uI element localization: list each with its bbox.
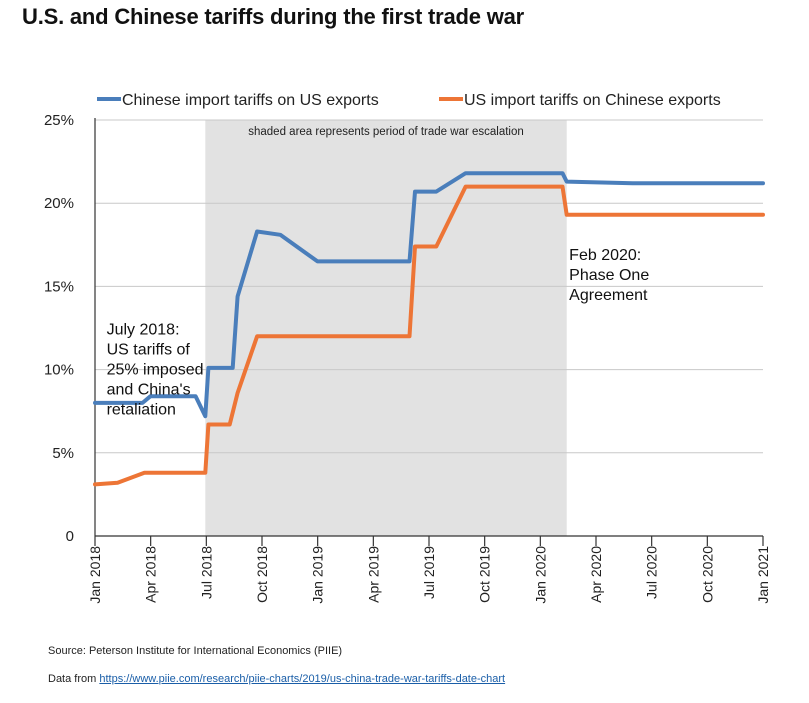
y-axis-tick-labels: 0 5% 10% 15% 20% 25% bbox=[44, 112, 74, 545]
x-tick-label: Jan 2019 bbox=[310, 546, 326, 604]
data-from-prefix: Data from bbox=[48, 673, 100, 685]
annotation-feb2020-line: Feb 2020: bbox=[569, 247, 641, 264]
x-axis-tick-labels: Jan 2018 Apr 2018 Jul 2018 Oct 2018 Jan 2019… bbox=[87, 546, 771, 604]
data-from-note: Data from https://www.piie.com/research/… bbox=[48, 673, 505, 685]
y-tick-label: 5% bbox=[52, 445, 74, 462]
annotations: July 2018: US tariffs of 25% imposed and Ch… bbox=[107, 247, 650, 419]
x-tick-label: Apr 2020 bbox=[588, 546, 604, 603]
y-tick-label: 0 bbox=[66, 528, 74, 545]
annotation-july2018-line: 25% imposed bbox=[107, 362, 204, 379]
x-tick-label: Jan 2020 bbox=[532, 546, 548, 604]
x-tick-label: Jul 2020 bbox=[644, 546, 660, 599]
x-tick-label: Oct 2020 bbox=[699, 546, 715, 603]
y-tick-label: 15% bbox=[44, 278, 74, 295]
x-tick-label: Apr 2019 bbox=[365, 546, 381, 603]
y-tick-label: 10% bbox=[44, 362, 74, 379]
shaded-escalation-area bbox=[205, 120, 567, 536]
annotation-july2018-line: July 2018: bbox=[107, 322, 180, 339]
annotation-feb2020-line: Agreement bbox=[569, 287, 648, 304]
legend-label: Chinese import tariffs on US exports bbox=[122, 92, 379, 109]
x-tick-label: Jul 2019 bbox=[421, 546, 437, 599]
annotation-feb2020-line: Phase One bbox=[569, 267, 649, 284]
x-tick-label: Jan 2018 bbox=[87, 546, 103, 604]
shaded-area-label: shaded area represents period of trade w… bbox=[248, 126, 524, 138]
x-tick-label: Jan 2021 bbox=[755, 546, 771, 604]
data-source-link[interactable]: https://www.piie.com/research/piie-chart… bbox=[99, 673, 506, 685]
china-tariff-line bbox=[93, 171, 765, 419]
x-tick-label: Oct 2019 bbox=[477, 546, 493, 603]
legend: Chinese import tariffs on US exports US i… bbox=[97, 92, 721, 109]
annotation-july2018-line: US tariffs of bbox=[107, 342, 191, 359]
annotation-july2018-line: retaliation bbox=[107, 402, 176, 419]
x-tick-label: Apr 2018 bbox=[143, 546, 159, 603]
us-tariff-line bbox=[93, 184, 765, 487]
source-note: Source: Peterson Institute for Internati… bbox=[48, 645, 343, 657]
tariff-line-chart: shaded area represents period of trade w… bbox=[44, 92, 771, 604]
y-tick-label: 25% bbox=[44, 112, 74, 129]
x-tick-label: Oct 2018 bbox=[254, 546, 270, 603]
series-lines bbox=[93, 171, 765, 487]
y-tick-label: 20% bbox=[44, 195, 74, 212]
legend-label: US import tariffs on Chinese exports bbox=[464, 92, 721, 109]
annotation-july2018-line: and China's bbox=[107, 382, 191, 399]
x-tick-label: Jul 2018 bbox=[198, 546, 214, 599]
page-title: U.S. and Chinese tariffs during the firs… bbox=[22, 4, 524, 29]
